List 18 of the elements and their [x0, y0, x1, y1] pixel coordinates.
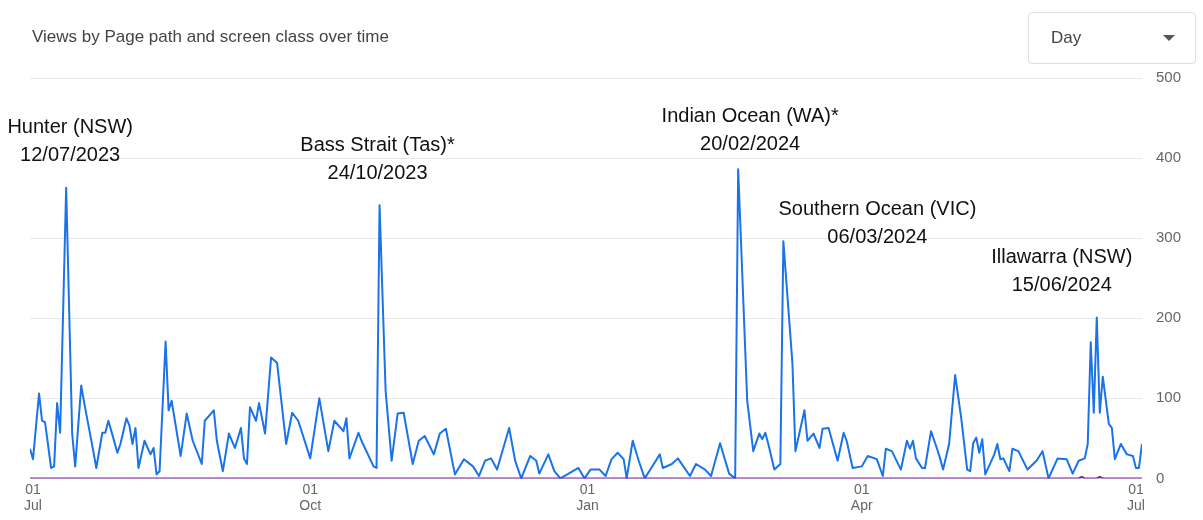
y-tick-label: 200	[1155, 308, 1181, 326]
y-tick-label: 300	[1155, 228, 1181, 246]
x-tick-label: 01 Jul	[1126, 480, 1145, 514]
annotation: Indian Ocean (WA)* 20/02/2024	[661, 103, 839, 154]
x-tick-label: 01 Apr	[850, 480, 873, 514]
y-tick-label: 100	[1155, 388, 1181, 406]
y-tick-label: 0	[1155, 468, 1165, 486]
annotation: Hunter (NSW) 12/07/2023	[7, 115, 133, 166]
x-tick-label: 01 Jul	[24, 480, 42, 514]
y-tick-label: 400	[1155, 148, 1181, 166]
x-tick-label: 01 Oct	[299, 480, 322, 514]
y-tick-label: 500	[1155, 68, 1181, 86]
x-tick-label: 01 Jan	[576, 480, 599, 514]
annotation: Illawarra (NSW) 15/06/2024	[991, 244, 1133, 295]
chart-title: Views by Page path and screen class over time	[32, 27, 389, 47]
annotation: Bass Strait (Tas)* 24/10/2023	[300, 132, 456, 183]
annotation: Southern Ocean (VIC) 06/03/2024	[778, 196, 977, 247]
text: Day	[1051, 28, 1082, 48]
